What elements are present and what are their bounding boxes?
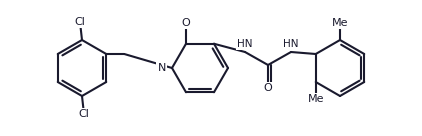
Text: O: O: [264, 83, 272, 93]
Text: Me: Me: [332, 18, 348, 28]
Text: N: N: [158, 63, 166, 73]
Text: HN: HN: [283, 39, 299, 49]
Text: O: O: [181, 18, 190, 28]
Text: HN: HN: [237, 39, 253, 49]
Text: Cl: Cl: [75, 17, 85, 27]
Text: Cl: Cl: [78, 109, 89, 119]
Text: Me: Me: [308, 94, 324, 104]
